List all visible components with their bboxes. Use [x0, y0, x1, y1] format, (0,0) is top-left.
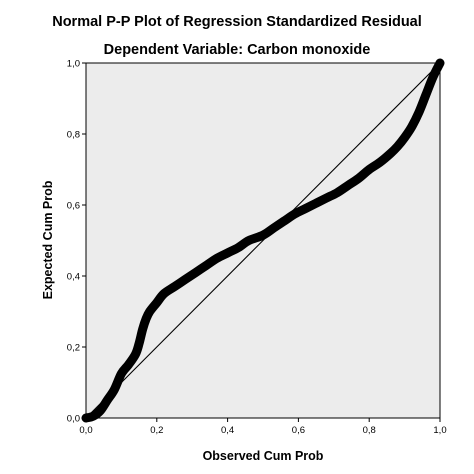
- x-tick-label: 0,2: [150, 425, 163, 436]
- y-tick-label: 0,6: [67, 201, 80, 212]
- y-tick-label: 0,0: [67, 414, 80, 425]
- x-tick-label: 0,6: [292, 425, 305, 436]
- residual-cumulative-curve: [81, 58, 445, 423]
- y-axis-title: Expected Cum Prob: [41, 180, 55, 299]
- y-tick-label: 0,2: [67, 343, 80, 354]
- reference-diagonal-line: [85, 62, 441, 419]
- y-tick-label: 0,8: [67, 130, 80, 141]
- chart-subtitle: Dependent Variable: Carbon monoxide: [104, 42, 371, 58]
- x-tick-label: 0,4: [221, 425, 234, 436]
- x-tick-label: 1,0: [433, 425, 446, 436]
- x-axis-title: Observed Cum Prob: [203, 449, 324, 463]
- x-tick-label: 0,0: [79, 425, 92, 436]
- x-tick-label: 0,8: [363, 425, 376, 436]
- y-tick-label: 0,4: [67, 272, 80, 283]
- y-tick-label: 1,0: [67, 59, 80, 70]
- chart-title: Normal P-P Plot of Regression Standardiz…: [52, 14, 422, 30]
